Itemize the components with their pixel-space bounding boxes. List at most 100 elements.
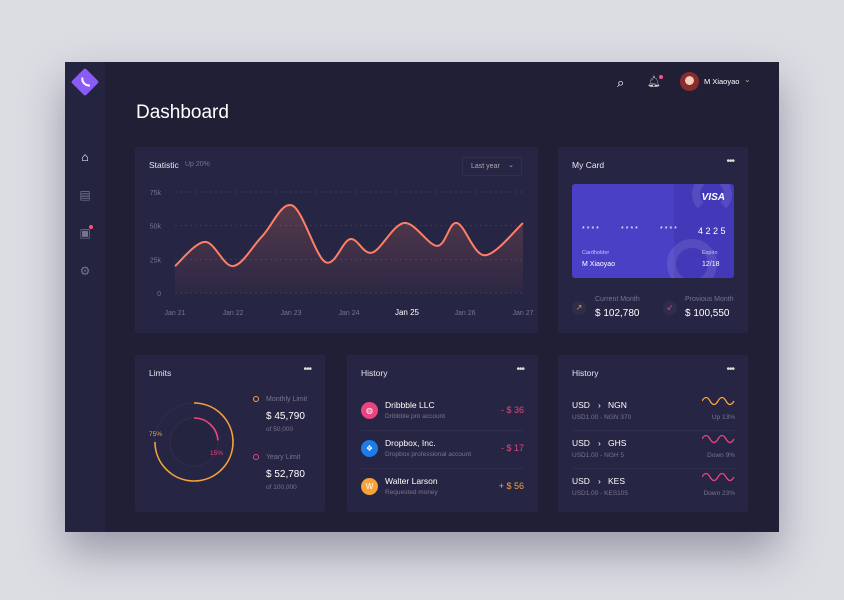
- statistic-title: Statistic: [149, 160, 179, 170]
- avatar[interactable]: [680, 72, 699, 91]
- rate-from: USD: [572, 476, 590, 486]
- cardholder-name: M Xiaoyao: [582, 261, 616, 268]
- card-number-group: ****: [621, 226, 640, 233]
- more-icon[interactable]: •••: [303, 364, 311, 375]
- rate-to: GHS: [608, 438, 627, 448]
- chevron-right-icon: ›: [598, 476, 601, 486]
- card-number-group: ****: [660, 226, 679, 233]
- user-name[interactable]: M Xiaoyao: [704, 77, 740, 86]
- rate-value: USD1.00 - NGN 370: [572, 414, 632, 421]
- yearly-value: $ 52,780: [266, 469, 305, 480]
- history-item[interactable]: ◍ Dribbble LLC Dribbble pro account - $ …: [361, 397, 524, 431]
- previous-month-label: Provious Month: [685, 296, 734, 303]
- chevron-down-icon[interactable]: ⌄: [744, 75, 751, 84]
- my-card-title: My Card: [572, 160, 605, 170]
- chart-area: [175, 204, 523, 293]
- monthly-value: $ 45,790: [266, 411, 305, 422]
- rates-title: History: [572, 368, 599, 378]
- rate-change: Down 9%: [707, 452, 735, 459]
- dropbox-icon: ❖: [361, 440, 378, 457]
- x-tick-label: Jan 25: [395, 308, 420, 317]
- page-title: Dashboard: [136, 102, 229, 123]
- avatar-initial: W: [361, 478, 378, 495]
- rate-item[interactable]: USD › KES USD1.00 - KES105 Down 23%: [572, 473, 735, 507]
- yearly-percent: 15%: [210, 450, 224, 457]
- rate-from: USD: [572, 438, 590, 448]
- monthly-percent: 75%: [149, 431, 163, 438]
- history-name: Dropbox, Inc.: [385, 438, 436, 448]
- x-tick-label: Jan 21: [164, 310, 185, 317]
- history-title: History: [361, 368, 388, 378]
- x-tick-label: Jan 22: [222, 310, 243, 317]
- monthly-arc: [154, 402, 234, 482]
- history-item[interactable]: ❖ Dropbox, Inc. Dropbox professional acc…: [361, 435, 524, 469]
- line-chart: 75k 50k 25k 0 Jan 21 Jan 22 Jan 23 Jan 24 Jan 25…: [150, 190, 534, 317]
- y-tick-label: 75k: [150, 190, 162, 197]
- limits-donut: [154, 402, 234, 482]
- x-tick-label: Jan 26: [454, 310, 475, 317]
- card-number-group: ****: [582, 226, 601, 233]
- sidebar: ⌂ ▤ ▣ ⚙: [65, 62, 105, 532]
- previous-month-value: $ 100,550: [685, 308, 730, 319]
- history-amount: - $ 36: [500, 405, 524, 415]
- rate-change: Up 13%: [711, 414, 735, 421]
- sparkline-icon: [702, 435, 735, 444]
- rate-from: USD: [572, 400, 590, 410]
- dribbble-icon: ◍: [361, 402, 378, 419]
- logo[interactable]: [70, 67, 100, 97]
- gear-icon[interactable]: ⚙: [79, 264, 91, 278]
- rate-value: USD1.00 - NGH 5: [572, 452, 625, 459]
- current-month-label: Current Month: [595, 296, 640, 303]
- history-amount: + $ 56: [498, 481, 524, 491]
- history-item[interactable]: W Walter Larson Requested money + $ 56: [361, 473, 524, 507]
- rate-to: KES: [608, 476, 626, 486]
- limits-title: Limits: [149, 368, 172, 378]
- yearly-arc: [193, 417, 219, 441]
- more-icon[interactable]: •••: [726, 364, 734, 375]
- rate-item[interactable]: USD › NGN USD1.00 - NGN 370 Up 13%: [572, 397, 735, 431]
- rate-item[interactable]: USD › GHS USD1.00 - NGH 5 Down 9%: [572, 435, 735, 469]
- arrow-down-left-icon: ↙: [663, 301, 677, 315]
- rate-to: NGN: [608, 400, 627, 410]
- search-icon[interactable]: ⌕: [617, 75, 625, 90]
- history-name: Dribbble LLC: [385, 400, 435, 410]
- chat-icon[interactable]: ▣: [78, 225, 93, 240]
- monthly-of: of 50,000: [266, 426, 294, 433]
- limits-card: Limits ••• 75% 15% Monthly Limit $ 45,79…: [135, 355, 325, 512]
- chevron-down-icon: ⌄: [508, 162, 514, 169]
- range-dropdown[interactable]: Last year ⌄: [462, 157, 522, 176]
- monthly-label: Monthly Limit: [266, 396, 308, 403]
- statistic-subtitle: Up 20%: [185, 161, 210, 168]
- history-desc: Dribbble pro account: [385, 413, 445, 420]
- cardholder-label: Cardholder: [582, 250, 610, 256]
- my-card-panel: My Card ••• VISA **** **** **** 4 2 2 5 …: [558, 147, 748, 333]
- y-tick-label: 50k: [150, 224, 162, 231]
- history-card: History ••• ◍ Dribbble LLC Dribbble pro …: [347, 355, 538, 512]
- x-tick-label: Jan 24: [338, 310, 359, 317]
- sparkline-icon: [702, 473, 735, 482]
- home-icon[interactable]: ⌂: [81, 150, 89, 164]
- history-amount: - $ 17: [500, 443, 524, 453]
- more-icon[interactable]: •••: [516, 364, 524, 375]
- more-icon[interactable]: •••: [726, 156, 734, 167]
- statistic-card: Statistic Up 20% Last year ⌄ 75k 50k 25k 0 Ja…: [135, 147, 538, 333]
- yearly-dot: [253, 454, 259, 460]
- history-desc: Dropbox professional account: [385, 451, 471, 458]
- y-tick-label: 0: [157, 291, 161, 298]
- credit-card[interactable]: VISA **** **** **** 4 2 2 5 Cardholder M…: [572, 184, 734, 278]
- chevron-right-icon: ›: [598, 400, 601, 410]
- current-month-value: $ 102,780: [595, 308, 640, 319]
- visa-logo: VISA: [701, 192, 725, 203]
- inbox-icon[interactable]: ▤: [79, 188, 91, 202]
- rate-change: Down 23%: [703, 490, 735, 497]
- y-tick-label: 25k: [150, 257, 162, 264]
- x-tick-label: Jan 27: [512, 310, 533, 317]
- bell-icon[interactable]: 🔔︎: [647, 75, 663, 88]
- history-desc: Requested money: [385, 489, 438, 496]
- x-tick-label: Jan 23: [280, 310, 301, 317]
- yearly-label: Yeary Limit: [266, 454, 301, 461]
- arrow-up-right-icon: ↗: [572, 301, 586, 315]
- chevron-right-icon: ›: [598, 438, 601, 448]
- rate-value: USD1.00 - KES105: [572, 490, 629, 497]
- range-value: Last year: [471, 163, 500, 170]
